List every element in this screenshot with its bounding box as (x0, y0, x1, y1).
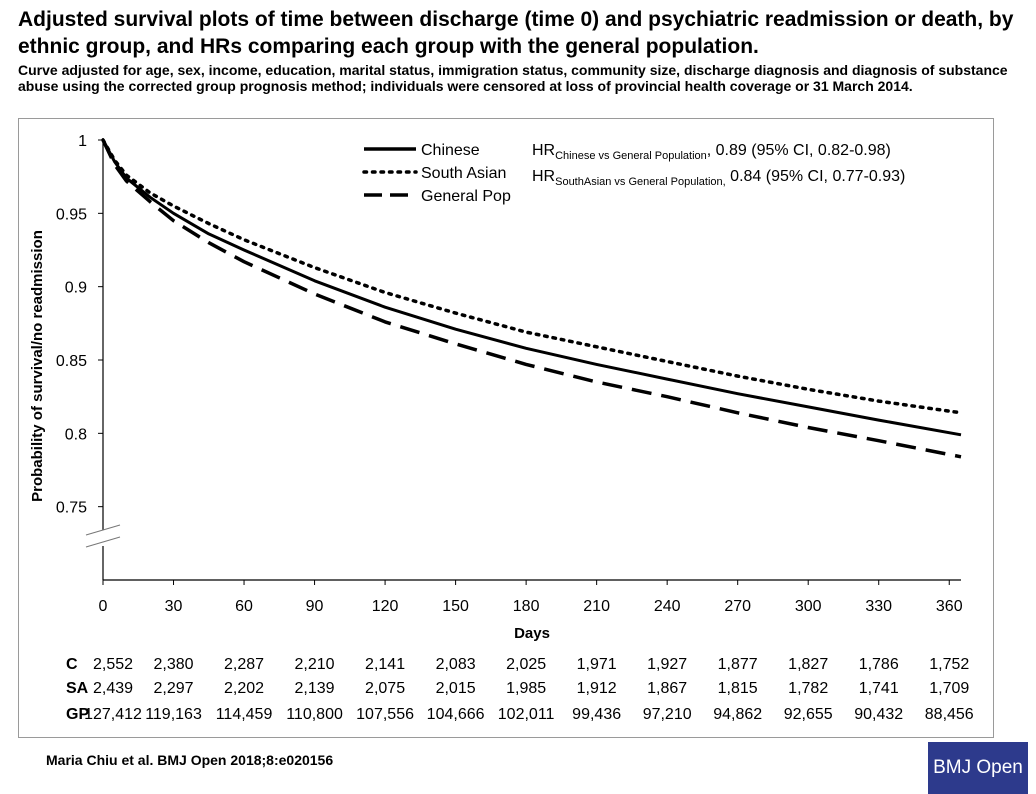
legend-label: South Asian (421, 165, 506, 182)
risk-table-cell: 2,025 (506, 656, 546, 673)
axis-break-mark (85, 536, 121, 548)
risk-table-cell: 1,815 (718, 680, 758, 697)
risk-table-cell: 2,015 (436, 680, 476, 697)
risk-table-cell: 119,163 (145, 706, 202, 723)
series-line-south-asian (101, 138, 963, 415)
risk-table-cell: 107,556 (356, 706, 414, 723)
risk-table-cell: 2,202 (224, 680, 264, 697)
figure-subtitle: Curve adjusted for age, sex, income, edu… (18, 62, 1008, 94)
chart-frame (18, 118, 994, 738)
risk-table-cell: 94,862 (713, 706, 762, 723)
risk-table-cell: 2,139 (295, 680, 335, 697)
axis-break-gap (100, 530, 106, 546)
risk-table-cell: 102,011 (498, 706, 555, 723)
hr-value: , 0.89 (95% CI, 0.82-0.98) (707, 142, 891, 159)
risk-table-cell: 92,655 (784, 706, 833, 723)
y-axis-label: Probability of survival/no readmission (29, 230, 46, 502)
risk-table-cell: 90,432 (854, 706, 903, 723)
y-tick-label: 1 (78, 133, 87, 150)
risk-table-cell: 1,971 (577, 656, 617, 673)
risk-table-cell: 2,210 (295, 656, 335, 673)
axis-break-mark (85, 524, 121, 536)
risk-table-cell: 2,297 (153, 680, 193, 697)
risk-row-label: C (66, 656, 78, 673)
risk-table-cell: 2,552 (93, 656, 133, 673)
hr-subscript: Chinese vs General Population (555, 150, 707, 162)
x-tick-label: 60 (235, 598, 253, 615)
risk-table-cell: 2,287 (224, 656, 264, 673)
hr-prefix: HR (532, 142, 555, 159)
risk-table-cell: 2,380 (153, 656, 193, 673)
x-tick-label: 30 (165, 598, 183, 615)
citation: Maria Chiu et al. BMJ Open 2018;8:e02015… (46, 752, 334, 768)
legend-label: General Pop (421, 188, 511, 205)
y-tick-label: 0.85 (56, 353, 87, 370)
x-tick-label: 120 (372, 598, 399, 615)
bmj-open-logo: BMJ Open (928, 742, 1028, 794)
figure-title: Adjusted survival plots of time between … (18, 8, 1014, 58)
logo-text: BMJ Open (933, 757, 1023, 778)
hr-prefix: HR (532, 168, 555, 185)
x-tick-label: 300 (795, 598, 822, 615)
y-tick-label: 0.75 (56, 500, 87, 517)
risk-table-cell: 1,827 (788, 656, 828, 673)
risk-table-cell: 1,927 (647, 656, 687, 673)
x-tick-label: 150 (442, 598, 469, 615)
risk-row-label: SA (66, 680, 89, 697)
risk-table-cell: 127,412 (84, 706, 142, 723)
risk-table-cell: 2,083 (436, 656, 476, 673)
hr-annotation: HRChinese vs General Population, 0.89 (9… (532, 142, 891, 162)
risk-table-cell: 1,877 (718, 656, 758, 673)
risk-table-cell: 2,075 (365, 680, 405, 697)
x-tick-label: 270 (724, 598, 751, 615)
x-tick-label: 360 (936, 598, 963, 615)
series-line-general-pop (101, 139, 962, 459)
risk-table-cell: 114,459 (216, 706, 273, 723)
x-tick-label: 210 (583, 598, 610, 615)
risk-table-cell: 110,800 (286, 706, 343, 723)
y-tick-label: 0.95 (56, 206, 87, 223)
x-tick-label: 90 (306, 598, 324, 615)
x-tick-label: 330 (865, 598, 892, 615)
hr-annotation: HRSouthAsian vs General Population, 0.84… (532, 168, 905, 188)
x-axis-label: Days (514, 625, 550, 642)
risk-table-cell: 1,709 (929, 680, 969, 697)
risk-table-cell: 97,210 (643, 706, 692, 723)
risk-table-cell: 2,141 (365, 656, 405, 673)
y-tick-label: 0.9 (65, 280, 87, 297)
series-line-chinese (101, 139, 962, 437)
hr-subscript: SouthAsian vs General Population, (555, 176, 726, 188)
hr-value: 0.84 (95% CI, 0.77-0.93) (726, 168, 906, 185)
y-tick-label: 0.8 (65, 426, 87, 443)
risk-table-cell: 104,666 (427, 706, 485, 723)
risk-table-cell: 1,752 (929, 656, 969, 673)
legend-label: Chinese (421, 142, 480, 159)
risk-table-cell: 88,456 (925, 706, 974, 723)
risk-table-cell: 1,867 (647, 680, 687, 697)
risk-table-cell: 1,985 (506, 680, 546, 697)
x-tick-label: 180 (513, 598, 540, 615)
risk-row-label: GP (66, 706, 89, 723)
risk-table-cell: 2,439 (93, 680, 133, 697)
risk-table-cell: 1,741 (859, 680, 899, 697)
risk-table-cell: 1,782 (788, 680, 828, 697)
risk-table-cell: 1,912 (577, 680, 617, 697)
x-tick-label: 0 (99, 598, 108, 615)
risk-table-cell: 99,436 (572, 706, 621, 723)
risk-table-cell: 1,786 (859, 656, 899, 673)
x-tick-label: 240 (654, 598, 681, 615)
